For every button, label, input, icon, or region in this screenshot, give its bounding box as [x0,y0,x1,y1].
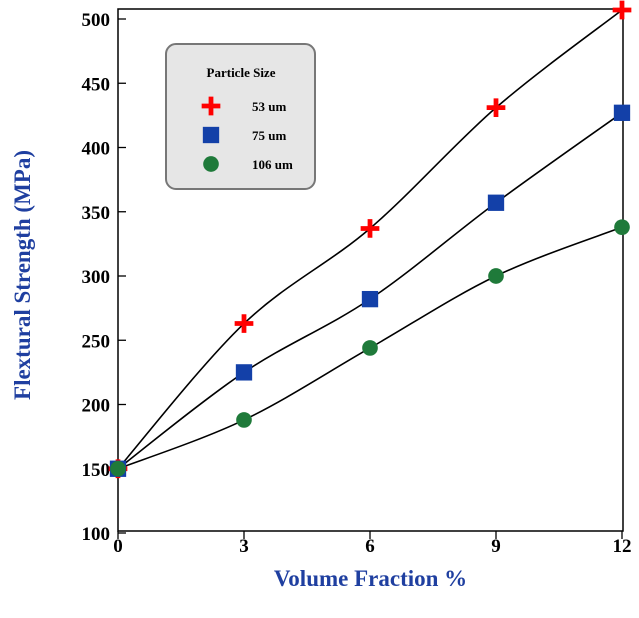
y-axis-label: Flextural Strength (MPa) [10,150,35,400]
data-point-square [361,290,379,308]
legend: Particle Size 53 um 75 um 106 um [165,43,316,190]
x-tick-label: 12 [613,536,632,557]
data-point-circle [236,412,252,428]
y-tick-label: 300 [82,267,111,288]
data-point-square [235,364,253,381]
y-tick-label: 200 [82,396,111,417]
data-point-plus [360,219,380,238]
data-point-circle [362,340,378,356]
legend-entry-label: 75 um [252,128,286,143]
y-tick-label: 400 [82,139,111,160]
legend-title: Particle Size [207,65,276,80]
x-axis-ticks: 0 3 6 9 12 [113,531,632,557]
legend-marker-circle [203,156,219,172]
legend-marker-square [202,126,220,144]
data-markers [108,0,632,479]
y-tick-label: 100 [82,524,111,545]
x-tick-label: 9 [491,536,501,557]
legend-marker-plus [201,96,221,116]
data-point-plus [612,0,632,20]
legend-entry-label: 53 um [252,99,286,114]
data-point-circle [614,219,630,235]
y-axis-ticks: 100 150 200 250 300 350 400 450 500 [82,10,126,545]
data-point-plus [486,98,506,118]
legend-entry-label: 106 um [252,157,293,172]
data-point-square [613,104,631,121]
x-tick-label: 3 [239,536,249,557]
y-tick-label: 500 [82,10,111,31]
x-tick-label: 0 [113,536,123,557]
y-tick-label: 150 [82,460,111,481]
y-tick-label: 250 [82,331,111,352]
x-axis-label: Volume Fraction % [274,566,467,591]
legend-box [165,43,316,190]
y-tick-label: 450 [82,74,111,95]
x-tick-label: 6 [365,536,375,557]
data-point-plus [234,314,254,333]
data-point-circle [110,460,126,477]
y-tick-label: 350 [82,203,111,224]
data-point-square [487,194,505,211]
data-point-circle [488,268,504,284]
